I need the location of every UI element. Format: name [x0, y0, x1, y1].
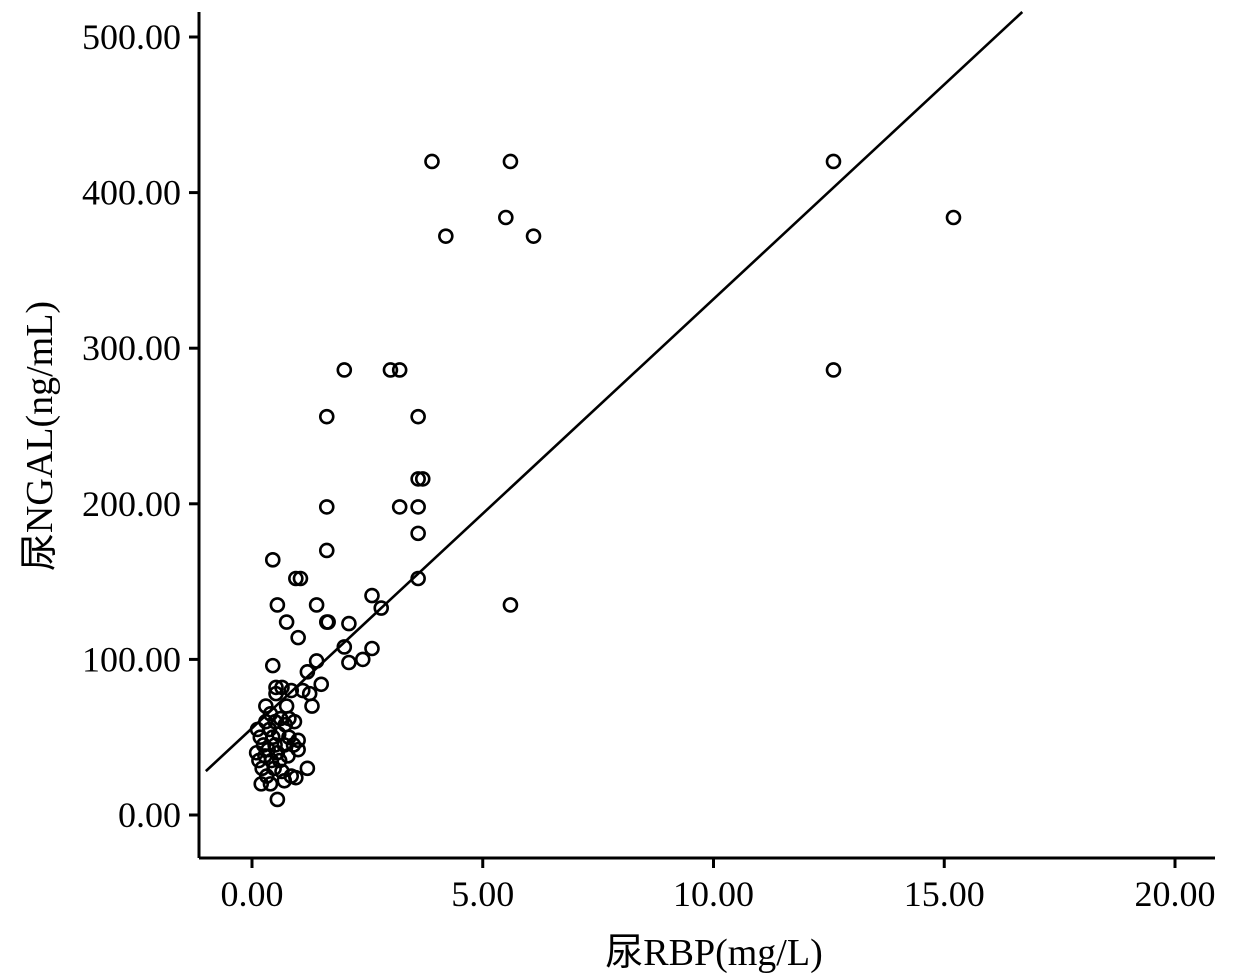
data-point [498, 209, 514, 226]
data-point [410, 408, 426, 425]
data-point [336, 362, 353, 378]
data-point [945, 209, 962, 226]
data-point [286, 713, 303, 730]
ticks-layer: 0.00 5.00 10.00 15.00 20.00 0.00 100.00 200.00 3… [82, 17, 1216, 914]
data-point [290, 732, 306, 749]
data-point [318, 499, 335, 515]
data-point [410, 570, 426, 587]
data-point [292, 570, 309, 587]
data-point [318, 408, 335, 425]
data-point [391, 362, 408, 378]
fit-line-layer [204, 11, 1024, 773]
data-point [288, 570, 304, 587]
regression-line [204, 11, 1024, 773]
data-point [274, 679, 290, 696]
data-point [354, 651, 371, 668]
x-tick-label: 10.00 [673, 874, 754, 914]
data-point [382, 362, 399, 378]
data-point [424, 153, 440, 170]
data-point [320, 614, 336, 630]
data-point [299, 760, 316, 777]
x-tick-label: 15.00 [904, 874, 985, 914]
data-point [308, 653, 325, 669]
data-point [285, 737, 302, 753]
y-tick-label: 300.00 [82, 328, 181, 368]
data-point [269, 597, 286, 613]
data-point [502, 597, 519, 613]
data-point [502, 153, 519, 170]
data-point [304, 698, 320, 714]
data-point [290, 629, 306, 646]
data-point [278, 698, 295, 714]
data-point [271, 752, 288, 769]
data-point [410, 525, 426, 542]
data-point [258, 698, 274, 714]
data-point [281, 729, 297, 746]
data-point [283, 682, 300, 699]
data-point [264, 552, 281, 568]
y-tick-label: 400.00 [82, 173, 181, 213]
data-point [336, 639, 353, 655]
x-axis-title: 尿RBP(mg/L) [605, 932, 822, 974]
y-tick-label: 0.00 [118, 795, 181, 835]
data-point [391, 499, 408, 515]
data-point [268, 679, 284, 696]
y-tick-label: 200.00 [82, 484, 181, 524]
data-point [438, 228, 454, 244]
data-point [341, 654, 357, 671]
data-point [410, 499, 426, 515]
data-point [262, 776, 279, 792]
data-point [290, 741, 306, 758]
x-tick-label: 5.00 [451, 874, 514, 914]
data-point [825, 362, 842, 378]
data-point [278, 614, 295, 630]
data-point [341, 615, 357, 632]
data-point [414, 471, 431, 487]
data-point [288, 769, 304, 786]
data-point [313, 676, 330, 693]
data-point [269, 791, 286, 808]
data-point [255, 737, 272, 753]
data-point [299, 664, 316, 680]
data-point [364, 587, 380, 604]
x-tick-label: 20.00 [1135, 874, 1216, 914]
data-point [364, 640, 380, 657]
y-tick-label: 100.00 [82, 639, 181, 679]
axes-layer [197, 12, 1215, 860]
y-tick-label: 500.00 [82, 17, 181, 57]
data-point [258, 713, 274, 730]
data-point [373, 600, 390, 616]
data-point [525, 228, 542, 244]
x-tick-label: 0.00 [221, 874, 284, 914]
data-point [825, 153, 842, 170]
data-points-layer [248, 153, 962, 808]
data-point [410, 471, 426, 487]
data-point [308, 597, 325, 613]
y-axis-title: 尿NGAL(ng/mL) [19, 301, 61, 571]
data-point [264, 657, 281, 674]
data-point [318, 542, 335, 559]
